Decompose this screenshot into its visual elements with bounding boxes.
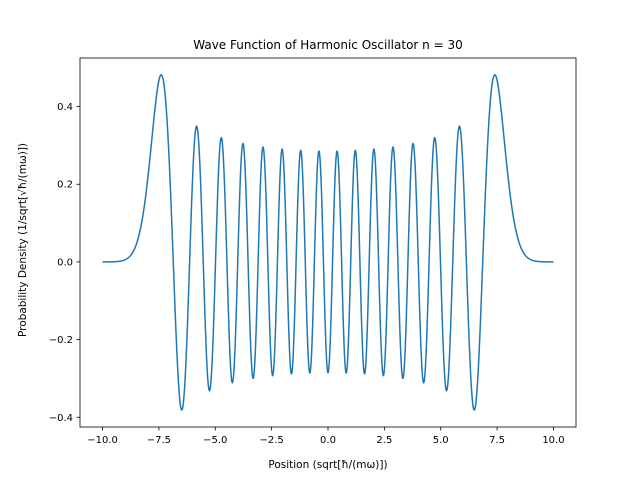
x-tick-label: −2.5 (259, 435, 283, 446)
y-tick-label: 0.4 (57, 102, 73, 113)
x-tick-label: −10.0 (87, 435, 118, 446)
x-tick-label: 7.5 (489, 435, 505, 446)
x-tick-label: −5.0 (203, 435, 227, 446)
y-axis-label: Probability Density (1/sqrt[√ħ/(mω)]) (17, 143, 29, 337)
x-tick-label: 5.0 (433, 435, 449, 446)
chart-title: Wave Function of Harmonic Oscillator n =… (193, 38, 462, 52)
y-tick-label: 0.2 (57, 180, 73, 191)
x-tick-label: 10.0 (542, 435, 564, 446)
x-tick-label: −7.5 (147, 435, 171, 446)
series-line-0 (102, 74, 554, 411)
plot-area: −10.0 −7.5 −5.0 −2.5 0.0 2.5 5.0 7.5 10.0 −0.4 −0.… (49, 57, 577, 446)
y-tick-label: −0.4 (49, 413, 73, 424)
y-tick-label: 0.0 (57, 257, 73, 268)
x-axis-label: Position (sqrt[ħ/(mω)]) (268, 459, 387, 471)
x-tick-label: 2.5 (376, 435, 392, 446)
y-tick-label: −0.2 (49, 335, 73, 346)
x-tick-label: 0.0 (320, 435, 336, 446)
